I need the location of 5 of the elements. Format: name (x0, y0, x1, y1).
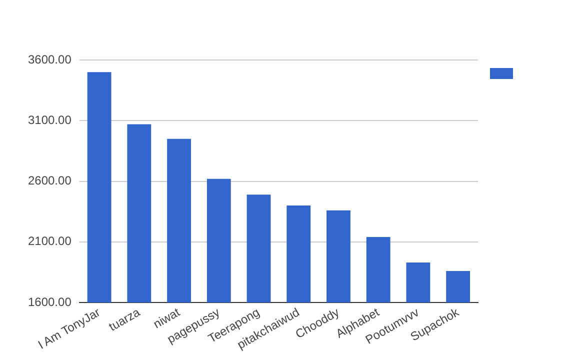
y-tick-label: 2600.00 (28, 174, 72, 188)
y-tick-label: 2100.00 (28, 234, 72, 248)
y-tick-label: 3100.00 (28, 112, 72, 127)
y-tick-label: 3600.00 (28, 52, 72, 66)
y-tick-label: 1600.00 (28, 294, 72, 309)
